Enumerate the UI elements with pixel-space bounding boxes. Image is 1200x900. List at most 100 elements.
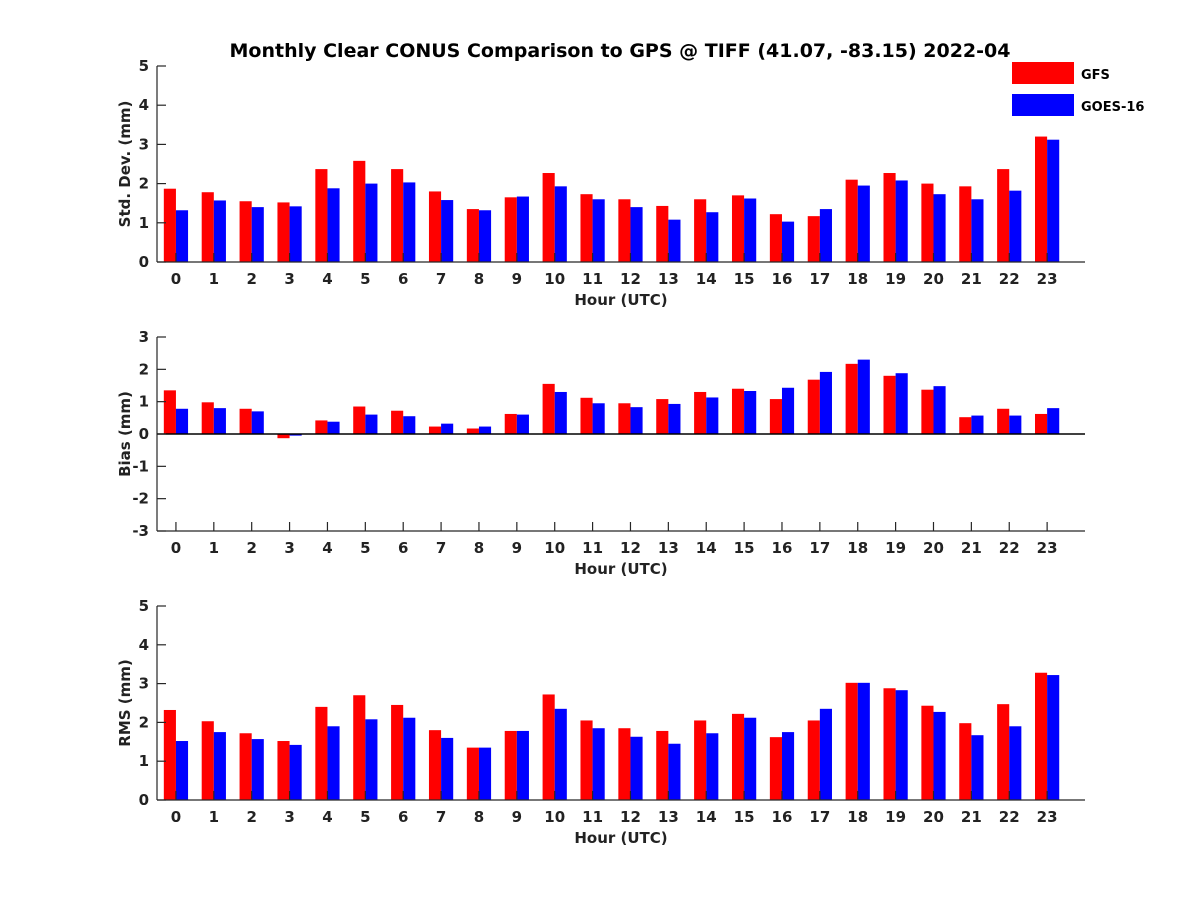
x-tick-label: 19: [885, 539, 906, 557]
y-tick-label: 2: [139, 713, 149, 731]
x-tick-label: 21: [961, 539, 982, 557]
bar-gfs-11: [580, 720, 593, 800]
bar-gfs-16: [769, 399, 782, 434]
bar-goes16-14: [706, 212, 719, 262]
bar-gfs-11: [580, 397, 593, 434]
bar-goes16-1: [213, 732, 226, 800]
bar-goes16-10: [554, 186, 567, 262]
bar-gfs-19: [883, 688, 896, 800]
bar-gfs-13: [656, 399, 669, 434]
bar-goes16-16: [781, 387, 795, 434]
bar-gfs-4: [315, 169, 328, 262]
x-tick-label: 1: [209, 808, 219, 826]
bar-goes16-20: [933, 194, 946, 262]
bar-goes16-2: [251, 207, 264, 262]
bar-gfs-13: [656, 730, 669, 800]
y-tick-label: 2: [139, 175, 149, 193]
bar-goes16-3: [289, 434, 302, 436]
x-tick-label: 4: [322, 270, 332, 288]
bar-gfs-18: [845, 179, 858, 262]
x-tick-label: 14: [696, 808, 717, 826]
bar-goes16-21: [971, 415, 984, 434]
bar-gfs-21: [959, 186, 972, 262]
bar-goes16-9: [516, 730, 529, 800]
bar-goes16-17: [819, 371, 832, 434]
bar-gfs-23: [1035, 136, 1048, 262]
bar-goes16-15: [744, 391, 757, 434]
bar-gfs-20: [921, 389, 934, 434]
bar-gfs-13: [656, 205, 669, 262]
bar-gfs-14: [694, 199, 707, 262]
x-tick-label: 8: [474, 539, 484, 557]
bar-gfs-3: [277, 202, 290, 262]
bar-gfs-0: [163, 709, 176, 800]
bar-goes16-18: [857, 682, 870, 800]
x-tick-label: 20: [923, 539, 944, 557]
bar-goes16-13: [668, 403, 681, 434]
y-tick-label: 1: [139, 752, 149, 770]
bar-goes16-7: [441, 200, 454, 262]
y-tick-label: 3: [139, 675, 149, 693]
x-tick-label: 13: [658, 270, 679, 288]
bar-gfs-5: [353, 695, 366, 800]
x-tick-label: 18: [847, 539, 868, 557]
bar-gfs-14: [694, 391, 707, 434]
y-tick-label: 5: [139, 57, 149, 75]
bar-gfs-3: [277, 434, 290, 439]
x-tick-label: 16: [772, 270, 793, 288]
bar-gfs-12: [618, 728, 631, 800]
x-tick-label: 2: [246, 270, 256, 288]
x-tick-label: 22: [999, 539, 1020, 557]
bar-gfs-12: [618, 199, 631, 262]
bar-goes16-23: [1047, 139, 1060, 262]
bar-goes16-9: [516, 414, 529, 434]
x-tick-label: 1: [209, 539, 219, 557]
x-tick-label: 6: [398, 270, 408, 288]
bar-goes16-17: [819, 708, 832, 800]
x-tick-label: 23: [1037, 539, 1058, 557]
x-tick-label: 21: [961, 808, 982, 826]
bar-gfs-19: [883, 375, 896, 434]
bar-gfs-22: [997, 169, 1010, 262]
x-tick-label: 9: [512, 270, 522, 288]
x-tick-label: 19: [885, 808, 906, 826]
x-tick-label: 22: [999, 270, 1020, 288]
bar-goes16-22: [1009, 415, 1022, 434]
bar-gfs-17: [807, 216, 820, 262]
bar-gfs-19: [883, 173, 896, 262]
legend-swatch-goes16: [1012, 94, 1074, 116]
bar-gfs-22: [997, 408, 1010, 434]
bar-gfs-20: [921, 705, 934, 800]
x-tick-label: 12: [620, 539, 641, 557]
bar-gfs-7: [428, 730, 442, 800]
bar-goes16-14: [706, 397, 719, 434]
bar-goes16-12: [630, 736, 643, 800]
bar-gfs-21: [959, 723, 972, 800]
bar-gfs-4: [315, 706, 328, 800]
bar-goes16-3: [289, 206, 302, 262]
x-tick-label: 19: [885, 270, 906, 288]
bar-gfs-8: [466, 747, 479, 800]
x-tick-label: 7: [436, 808, 446, 826]
x-tick-label: 3: [284, 270, 294, 288]
x-tick-label: 16: [772, 539, 793, 557]
bar-goes16-13: [668, 743, 681, 800]
x-tick-label: 12: [620, 808, 641, 826]
chart-title: Monthly Clear CONUS Comparison to GPS @ …: [230, 40, 1011, 62]
bar-gfs-2: [239, 733, 252, 800]
x-tick-label: 2: [246, 539, 256, 557]
bar-goes16-19: [895, 373, 908, 434]
bar-goes16-22: [1009, 190, 1022, 262]
x-axis-label: Hour (UTC): [574, 560, 667, 578]
x-tick-label: 23: [1037, 808, 1058, 826]
bar-gfs-16: [769, 214, 782, 262]
bar-gfs-21: [959, 417, 972, 434]
bar-goes16-12: [630, 207, 643, 262]
bar-gfs-18: [845, 363, 858, 434]
x-tick-label: 1: [209, 270, 219, 288]
bar-goes16-6: [403, 182, 416, 262]
bar-gfs-23: [1035, 413, 1048, 434]
